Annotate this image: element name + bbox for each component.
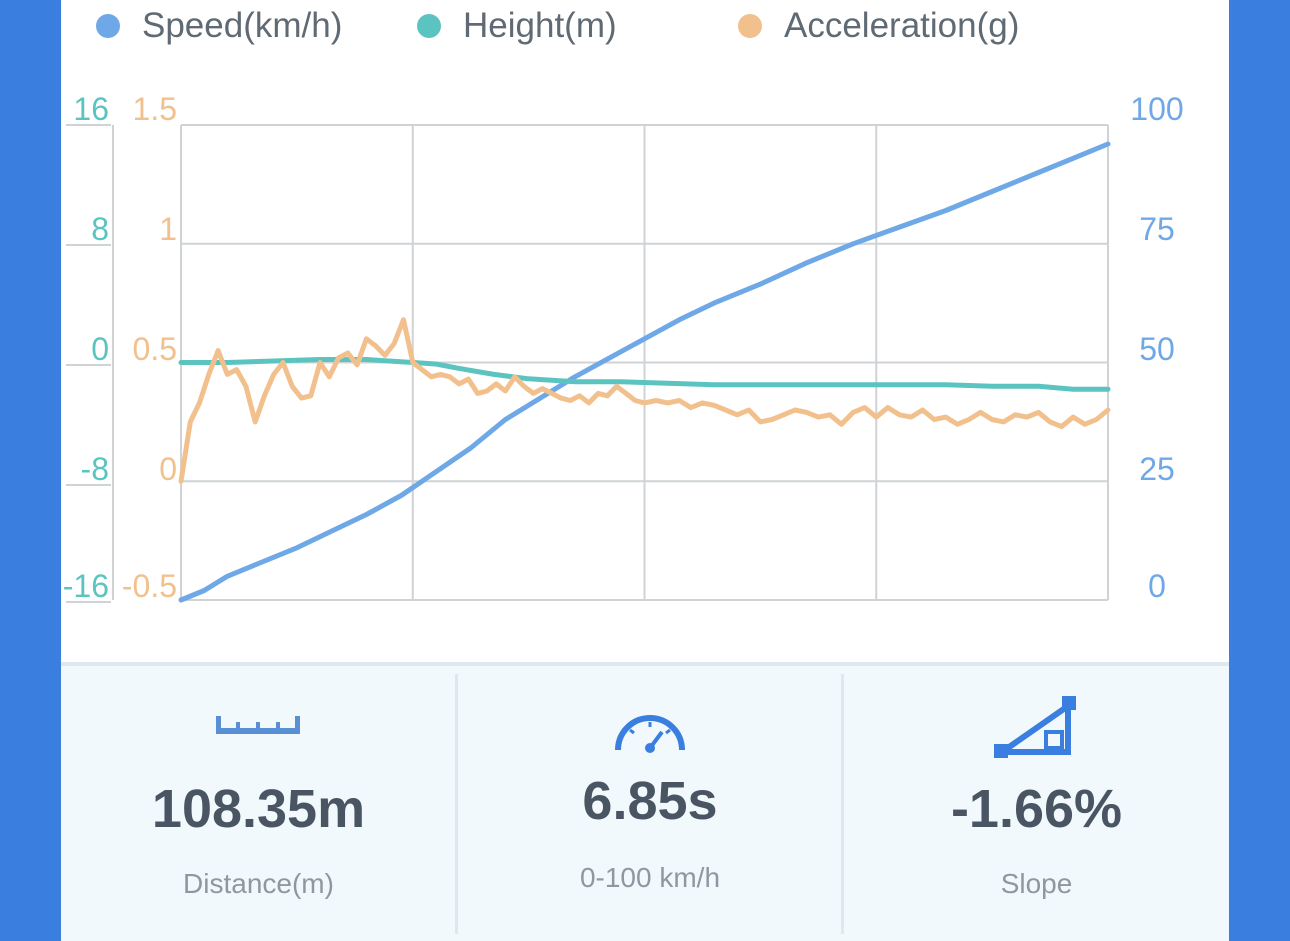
slope-label: Slope [1000, 868, 1073, 899]
speed-tick-label: 100 [1130, 91, 1183, 127]
chart-card: Speed(km/h) Height(m) Acceleration(g) 16… [61, 0, 1229, 941]
stat-slope: -1.66% Slope [844, 666, 1229, 941]
stat-divider [455, 674, 458, 934]
acceleration-time-value: 6.85s [582, 771, 718, 831]
speed-tick-label: 50 [1139, 331, 1175, 367]
speed-tick-label: 0 [1148, 568, 1166, 604]
speed-tick-label: 25 [1139, 451, 1175, 487]
legend-label-acceleration: Acceleration(g) [784, 6, 1020, 45]
legend-dot-acceleration [738, 14, 762, 38]
slope-icon [994, 696, 1076, 758]
acceleration-line [178, 317, 1111, 484]
legend-dot-speed [96, 14, 120, 38]
height-tick-label: 8 [91, 211, 109, 247]
accel-tick-label: -0.5 [122, 568, 177, 604]
stat-acceleration-time: 6.85s 0-100 km/h [458, 666, 842, 941]
speedometer-icon [615, 715, 685, 753]
chart-axes: 16 8 0 -8 -16 1.5 1 0.5 0 -0.5 100 75 50 25 0 [63, 91, 1184, 604]
chart-legend: Speed(km/h) Height(m) Acceleration(g) [61, 0, 1229, 60]
stats-panel: 108.35m Distance(m) 6.85s 0-100 km/h [61, 662, 1229, 941]
legend-label-height: Height(m) [463, 6, 617, 45]
slope-value: -1.66% [950, 779, 1123, 839]
legend-item-speed[interactable]: Speed(km/h) [96, 6, 342, 46]
distance-value: 108.35m [151, 779, 366, 839]
speed-line [178, 141, 1111, 603]
height-tick-label: 16 [73, 91, 109, 127]
distance-label: Distance(m) [183, 868, 334, 899]
accel-tick-label: 1.5 [133, 91, 177, 127]
speed-tick-label: 75 [1139, 211, 1175, 247]
stat-distance: 108.35m Distance(m) [61, 666, 456, 941]
accel-tick-label: 0.5 [133, 331, 177, 367]
chart-series [178, 141, 1111, 603]
ruler-icon [216, 716, 300, 734]
line-chart: 16 8 0 -8 -16 1.5 1 0.5 0 -0.5 100 75 50 25 0 [63, 91, 1184, 604]
height-tick-label: 0 [91, 331, 109, 367]
acceleration-time-label: 0-100 km/h [579, 862, 721, 893]
accel-tick-label: 0 [159, 451, 177, 487]
stat-divider [841, 674, 844, 934]
legend-item-height[interactable]: Height(m) [417, 6, 617, 46]
height-tick-label: -16 [63, 568, 109, 604]
legend-item-acceleration[interactable]: Acceleration(g) [738, 6, 1019, 46]
legend-dot-height [417, 14, 441, 38]
legend-label-speed: Speed(km/h) [142, 6, 343, 45]
accel-tick-label: 1 [159, 211, 177, 247]
height-tick-label: -8 [81, 451, 109, 487]
